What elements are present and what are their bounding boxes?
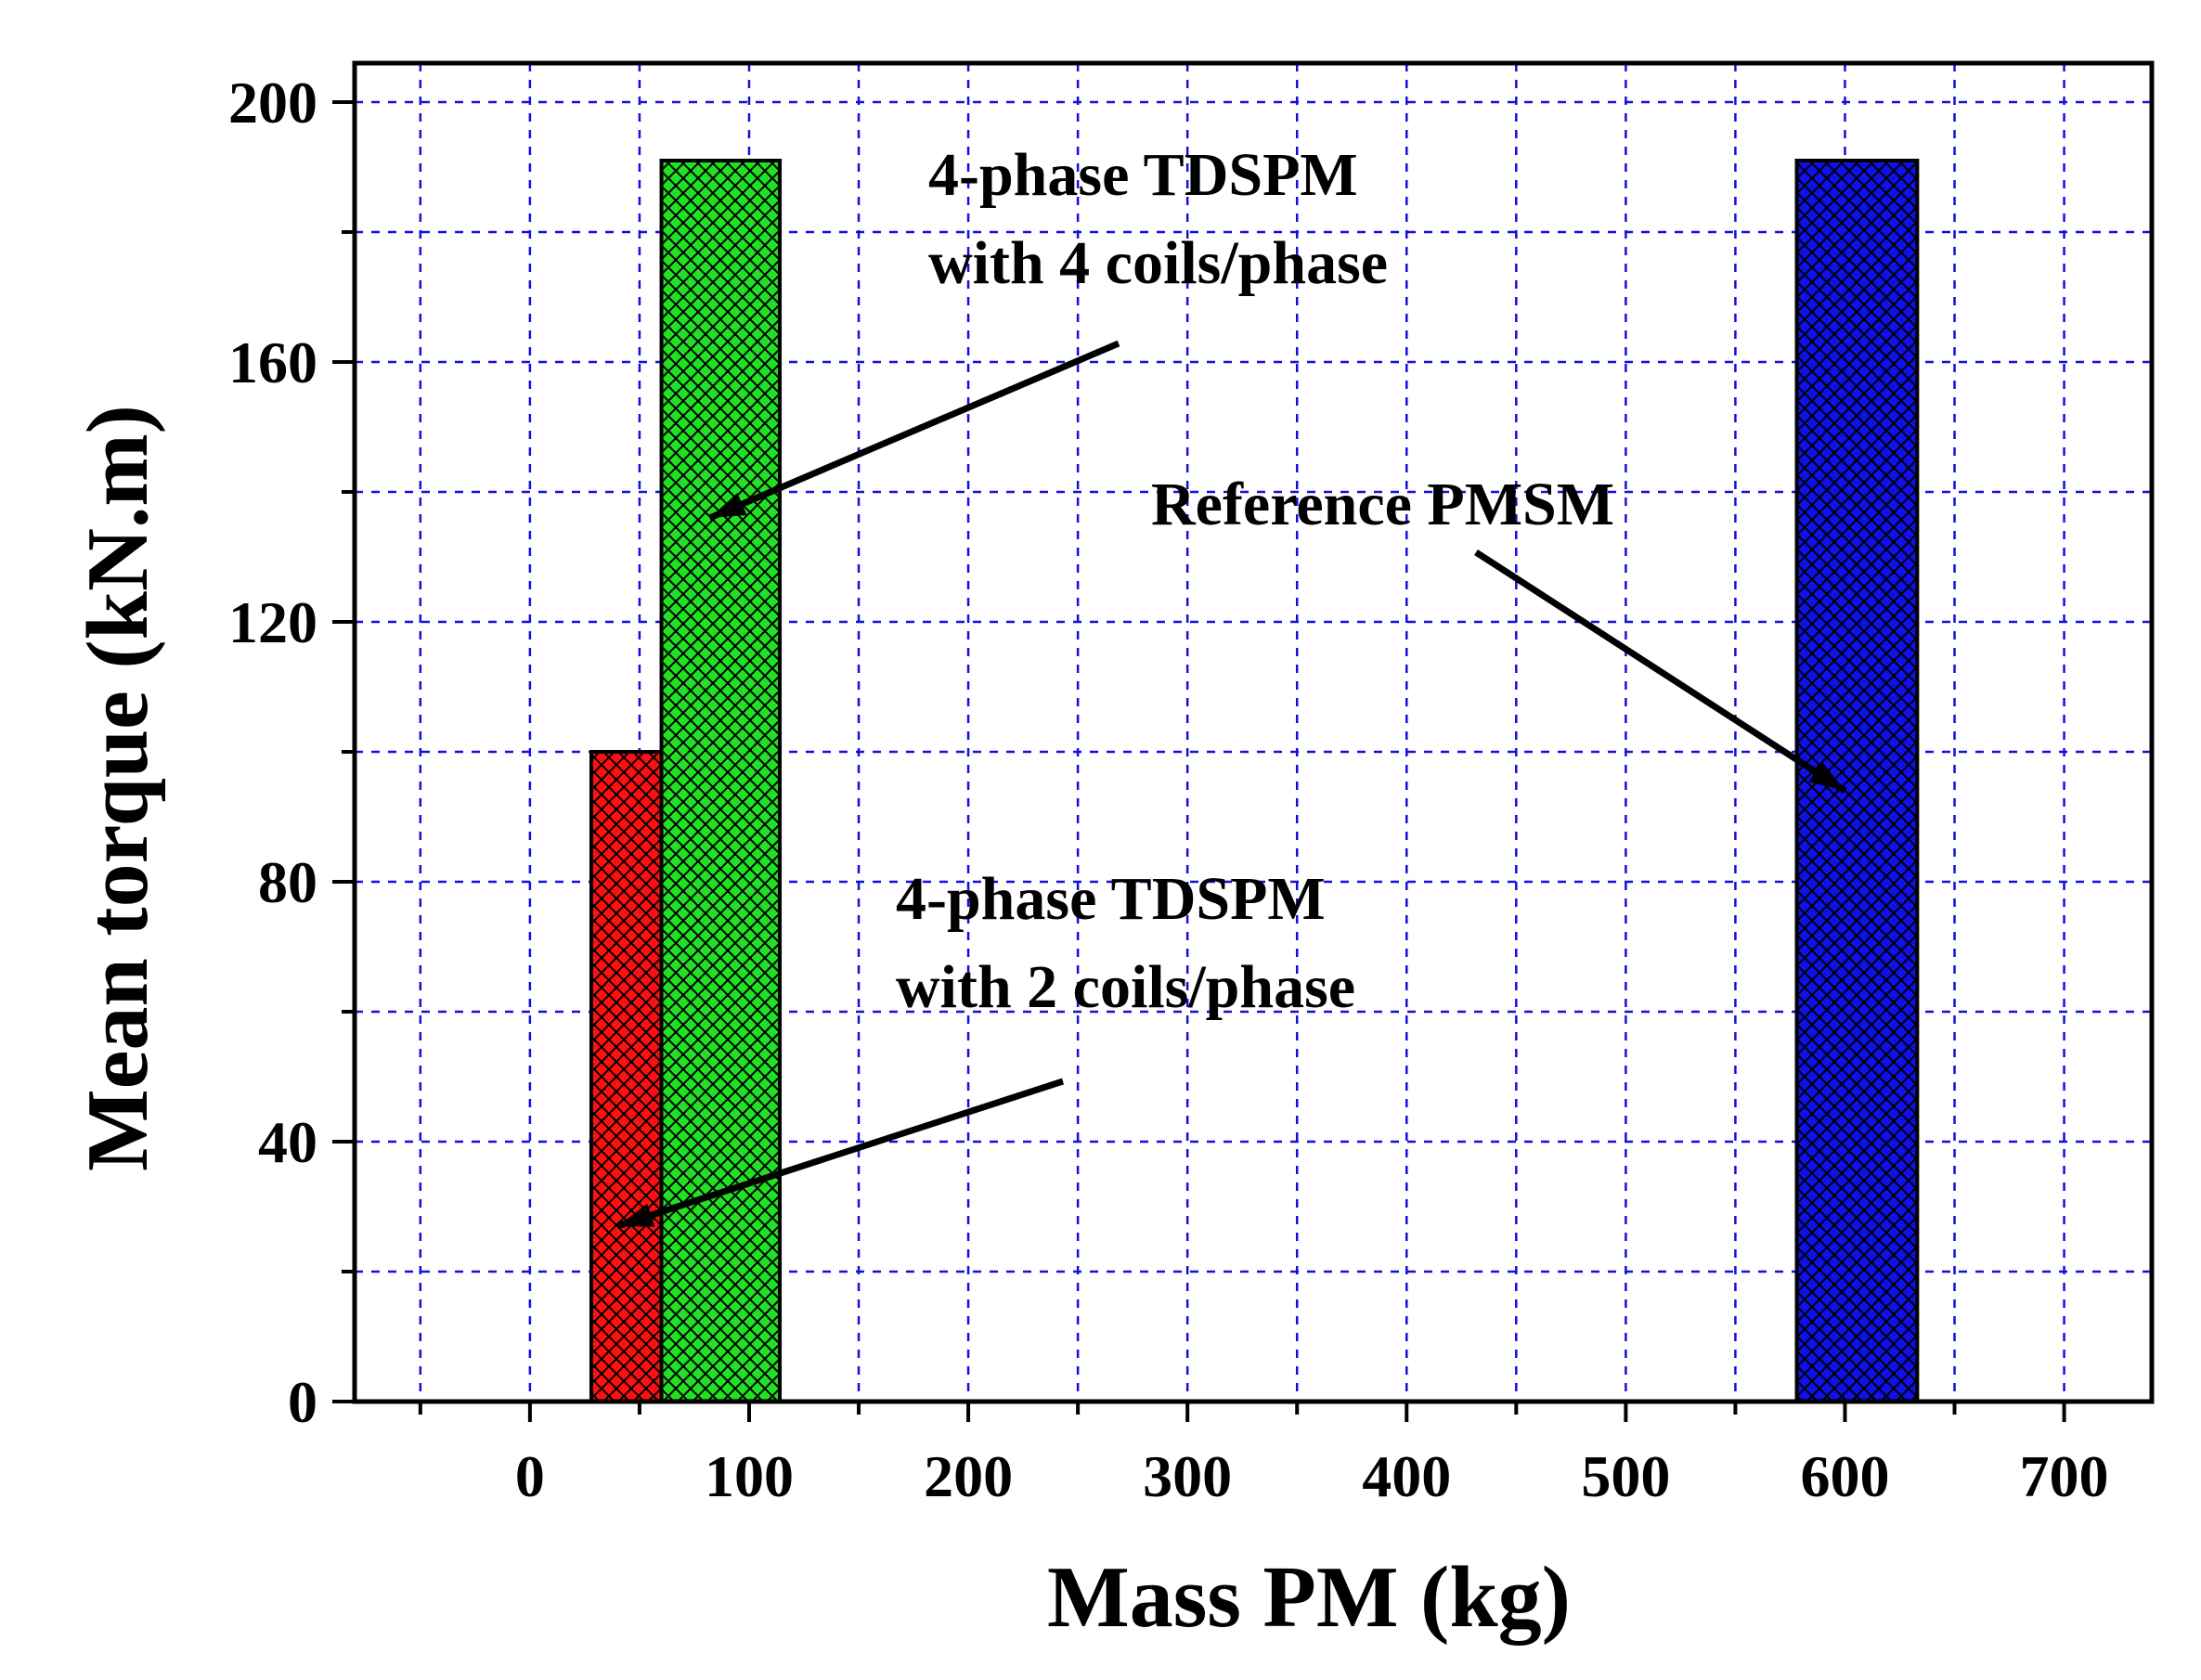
x-tick-label: 600 [1800,1443,1889,1509]
annotation-arrow [708,340,1120,522]
ticks: 0 100 200 300 400 500 600 700 0 40 80 120 160 200 [228,70,2109,1509]
x-tick-label: 200 [924,1443,1013,1509]
annotation-text: with 4 coils/phase [928,229,1388,297]
annotations: 4-phase TDSPM with 4 coils/phase Reference… [616,141,1847,1230]
y-axis-title: Mean torque (kN.m) [70,405,166,1171]
x-axis-title: Mass PM (kg) [1047,1549,1571,1646]
annotation-arrow [616,1078,1065,1230]
plot-frame [352,60,2155,1404]
annotation-text: Reference PMSM [1151,471,1614,538]
annotation-arrow [1474,549,1847,794]
bar-hatch [589,750,664,1403]
annotation-2: 4-phase TDSPM with 2 coils/phase [616,865,1355,1230]
bar-0 [589,750,664,1403]
annotation-text: with 2 coils/phase [896,953,1355,1021]
x-tick-label: 100 [705,1443,794,1509]
y-tick-label: 80 [258,849,317,915]
annotation-1: Reference PMSM [1151,471,1847,794]
x-tick-label: 300 [1143,1443,1232,1509]
y-tick-label: 160 [228,330,317,395]
arrow-head [709,493,747,518]
bar-1 [659,159,783,1403]
annotation-text: 4-phase TDSPM [928,141,1358,209]
arrow-head [617,1203,655,1227]
x-tick-label: 0 [515,1443,545,1509]
y-tick-label: 40 [258,1109,317,1175]
x-tick-label: 700 [2020,1443,2109,1509]
y-tick-label: 200 [228,70,317,136]
bars [589,159,1920,1403]
bar-hatch [659,159,783,1403]
y-tick-label: 0 [288,1369,317,1435]
x-tick-label: 500 [1581,1443,1670,1509]
y-tick-label: 120 [228,589,317,655]
annotation-text: 4-phase TDSPM [896,865,1326,933]
x-tick-label: 400 [1362,1443,1451,1509]
annotation-0: 4-phase TDSPM with 4 coils/phase [708,141,1388,522]
arrow-head [1808,761,1845,791]
